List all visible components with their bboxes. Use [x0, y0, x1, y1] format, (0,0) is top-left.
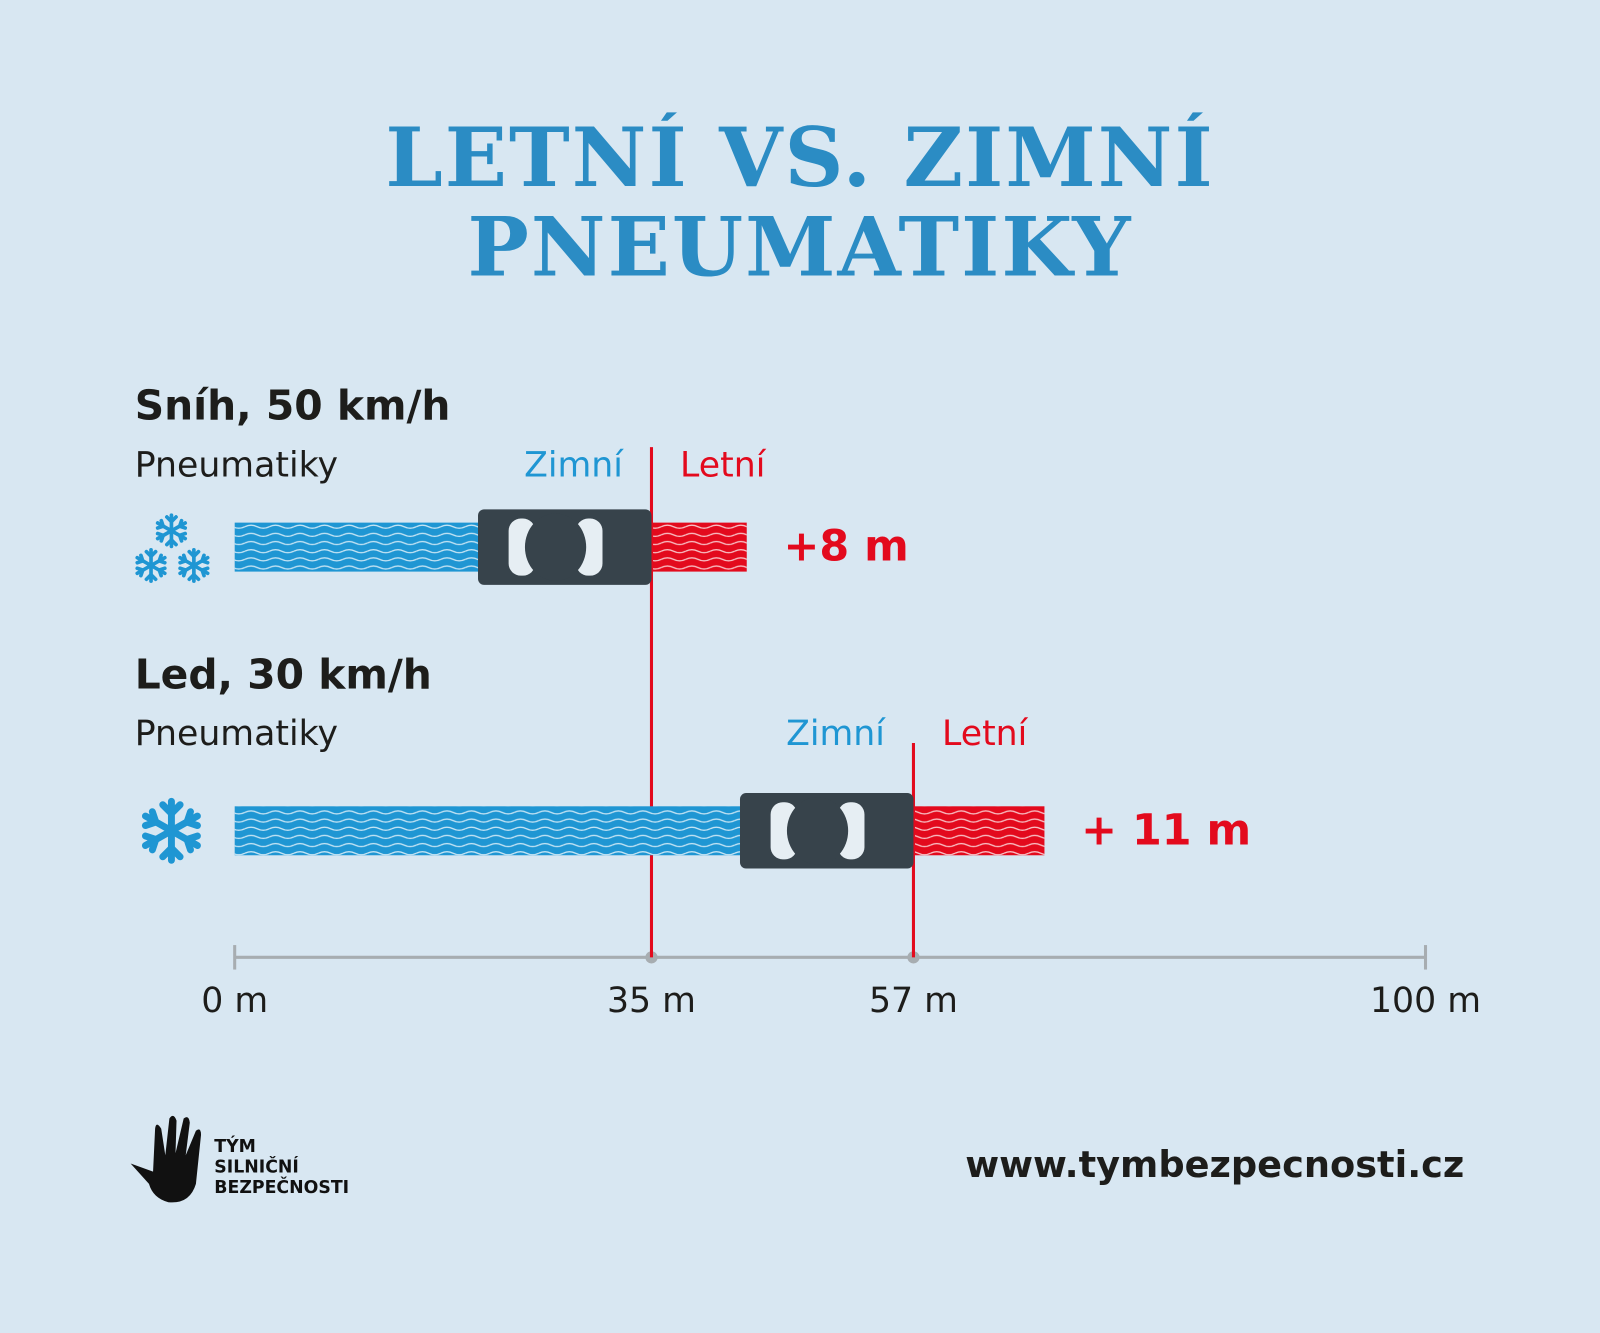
legend-entry: Letní [680, 446, 767, 486]
category-label: Led, 30 km/h [135, 651, 432, 699]
car-roof [524, 513, 587, 581]
category-label: Sníh, 50 km/h [135, 381, 451, 429]
legend-entry: Zimní [524, 446, 624, 486]
snow-icon [135, 548, 167, 583]
legend-entry: Zimní [786, 714, 886, 754]
car-roof [786, 797, 849, 865]
car [739, 793, 914, 869]
x-tick-label: 57 m [869, 981, 958, 1021]
snow-icon [178, 548, 210, 583]
title-box: LETNÍ VS. ZIMNÍ PNEUMATIKY [385, 112, 1215, 296]
car [478, 509, 652, 585]
legend-title: Pneumatiky [135, 446, 338, 486]
x-tick-label: 100 m [1370, 981, 1481, 1021]
logo-text: SILNIČNÍ [214, 1156, 299, 1178]
legend-entry: Letní [942, 714, 1029, 754]
value-label: + 11 m [1081, 805, 1251, 855]
logo: TÝM SILNIČNÍ BEZPEČNOSTI [130, 1115, 349, 1203]
snow-icon [155, 513, 188, 549]
url: www.tymbezpecnosti.cz [965, 1143, 1464, 1186]
value-label: +8 m [783, 522, 908, 572]
logo-text: TÝM [214, 1135, 256, 1157]
chart-title: LETNÍ VS. ZIMNÍ PNEUMATIKY [385, 112, 1215, 296]
bar-summer-texture [651, 522, 747, 572]
logo-text: BEZPEČNOSTI [214, 1176, 349, 1198]
x-tick-label: 35 m [607, 981, 696, 1021]
x-tick-label: 0 m [201, 981, 268, 1021]
bar-summer-texture [913, 806, 1045, 856]
ice-icon [145, 801, 197, 860]
legend-title: Pneumatiky [135, 714, 338, 754]
